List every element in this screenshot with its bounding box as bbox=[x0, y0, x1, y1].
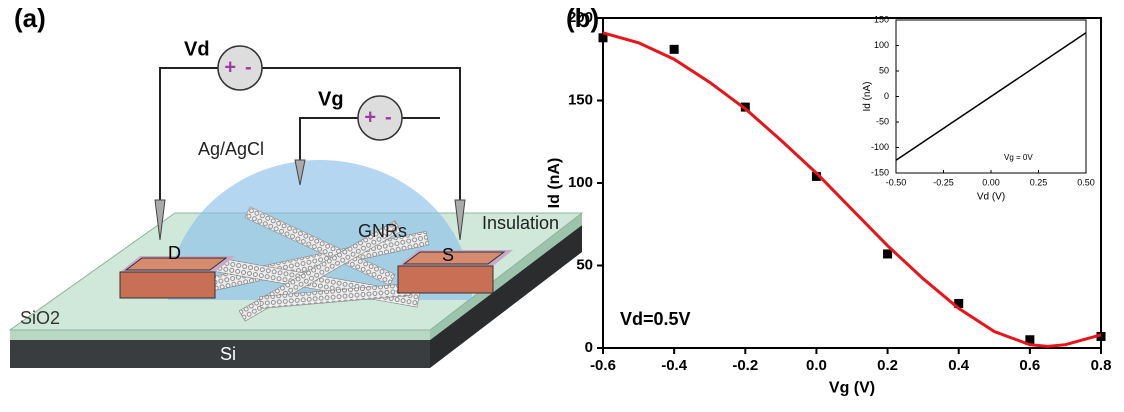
drain-front bbox=[120, 272, 215, 298]
figure: (a) (b) + - + bbox=[0, 0, 1124, 412]
y-tick-label: 200 bbox=[568, 9, 593, 26]
y-tick-label: 0 bbox=[585, 339, 593, 356]
x-tick-label: 0.8 bbox=[1091, 357, 1112, 374]
y-tick-label: -150 bbox=[871, 167, 889, 177]
sign: + bbox=[364, 106, 376, 128]
drain-label: D bbox=[168, 243, 181, 263]
y-tick-label: -50 bbox=[876, 116, 889, 126]
x-tick-label: 0.0 bbox=[806, 357, 827, 374]
sign: - bbox=[385, 106, 392, 128]
line bbox=[603, 33, 1101, 347]
sign: + bbox=[224, 56, 236, 78]
x-tick-label: -0.6 bbox=[590, 357, 616, 374]
plot-frame bbox=[603, 18, 1101, 348]
x-tick-label: 0.6 bbox=[1019, 357, 1040, 374]
vg-label: Vg bbox=[318, 88, 344, 110]
oxide-front bbox=[10, 330, 430, 340]
x-tick-label: -0.2 bbox=[732, 357, 758, 374]
oxide-label: SiO2 bbox=[20, 308, 60, 328]
insulation-label: Insulation bbox=[482, 213, 559, 233]
line bbox=[896, 33, 1086, 161]
y-tick-label: 100 bbox=[568, 174, 593, 191]
y-axis-label: Id (nA) bbox=[862, 81, 873, 111]
x-tick-label: 0.50 bbox=[1077, 178, 1095, 188]
substrate-label: Si bbox=[220, 344, 236, 364]
y-tick-label: 50 bbox=[576, 256, 593, 273]
y-tick-label: 150 bbox=[874, 14, 889, 24]
y-tick-label: 0 bbox=[884, 91, 889, 101]
x-tick-label: -0.4 bbox=[661, 357, 688, 374]
ag-label: Ag/AgCl bbox=[198, 139, 264, 159]
panel-label: (a) bbox=[14, 3, 46, 33]
x-axis-label: Vd (V) bbox=[977, 191, 1005, 202]
y-tick-label: 150 bbox=[568, 91, 593, 108]
point bbox=[883, 249, 892, 258]
schematic: + - + - Vd Vg Ag/AgCl GNRs Insulation D … bbox=[10, 38, 582, 368]
x-tick-label: 0.00 bbox=[982, 178, 1000, 188]
x-tick-label: 0.2 bbox=[877, 357, 898, 374]
vd-label: Vd bbox=[184, 38, 210, 60]
y-tick-label: 100 bbox=[874, 40, 889, 50]
y-axis-label: Id (nA) bbox=[546, 158, 563, 209]
x-tick-label: 0.25 bbox=[1030, 178, 1048, 188]
y-tick-label: -100 bbox=[871, 142, 889, 152]
x-axis-label: Vg (V) bbox=[829, 380, 875, 397]
source-front bbox=[398, 266, 493, 293]
gnr-label: GNRs bbox=[358, 221, 407, 241]
page: (a) (b) + - + bbox=[0, 0, 1124, 412]
source-label: S bbox=[442, 245, 454, 265]
x-tick-label: -0.25 bbox=[933, 178, 954, 188]
point bbox=[670, 45, 679, 54]
y-tick-label: 50 bbox=[879, 65, 889, 75]
x-tick-label: 0.4 bbox=[948, 357, 970, 374]
annotation: Vd=0.5V bbox=[620, 309, 691, 329]
sign: - bbox=[245, 56, 252, 78]
x-tick-label: -0.50 bbox=[886, 178, 907, 188]
annotation: Vg = 0V bbox=[1004, 153, 1033, 162]
